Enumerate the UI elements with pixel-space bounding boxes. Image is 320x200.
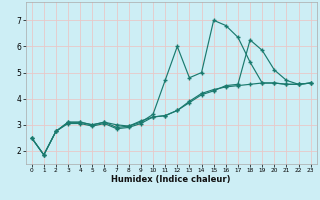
X-axis label: Humidex (Indice chaleur): Humidex (Indice chaleur) [111, 175, 231, 184]
